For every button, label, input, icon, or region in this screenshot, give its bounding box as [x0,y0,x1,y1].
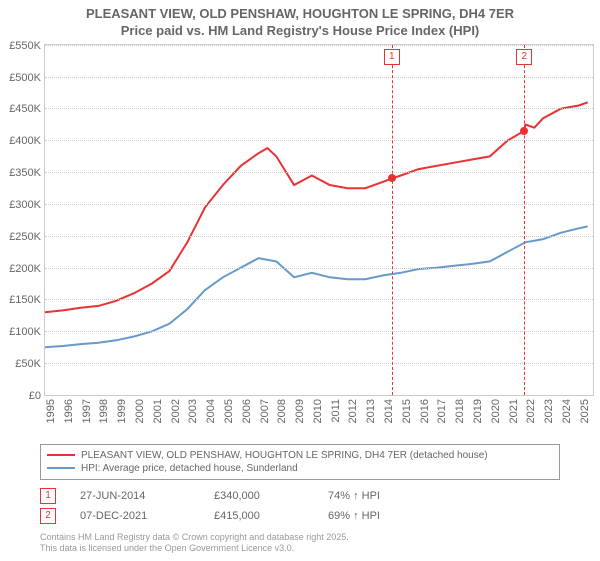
gridline: £500K [45,77,593,78]
x-axis-label: 2012 [347,399,359,423]
x-axis-label: 2007 [259,399,271,423]
footer-line1: Contains HM Land Registry data © Crown c… [40,532,560,544]
y-axis-label: £550K [9,40,41,52]
x-axis-label: 2023 [543,399,555,423]
legend-item: HPI: Average price, detached house, Sund… [47,462,553,475]
sale-marker-icon: 2 [516,49,532,65]
x-axis-label: 2025 [579,399,591,423]
legend-label: HPI: Average price, detached house, Sund… [81,463,298,474]
x-axis-label: 2021 [508,399,520,423]
y-axis-label: £50K [15,358,41,370]
sale-pct: 69% ↑ HPI [328,510,380,522]
legend-swatch [47,454,75,456]
x-axis-label: 1996 [63,399,75,423]
series-canvas [45,45,593,395]
x-axis-label: 2011 [330,399,342,423]
x-axis-label: 2019 [472,399,484,423]
gridline: £150K [45,299,593,300]
gridline: £250K [45,236,593,237]
y-axis-label: £400K [9,135,41,147]
sale-marker-line [392,45,393,395]
legend-label: PLEASANT VIEW, OLD PENSHAW, HOUGHTON LE … [81,450,488,461]
sale-marker-icon: 1 [40,488,56,504]
footer-line2: This data is licensed under the Open Gov… [40,543,560,555]
x-axis-label: 1998 [98,399,110,423]
y-axis-label: £0 [29,390,41,402]
x-axis-label: 1995 [45,399,57,423]
gridline: £550K [45,45,593,46]
sale-price: £340,000 [214,490,304,502]
chart-title: PLEASANT VIEW, OLD PENSHAW, HOUGHTON LE … [0,0,600,40]
x-axis-label: 2022 [525,399,537,423]
sale-marker-dot [388,174,396,182]
x-axis-label: 2016 [419,399,431,423]
gridline: £0 [45,395,593,396]
y-axis-label: £150K [9,294,41,306]
sale-price: £415,000 [214,510,304,522]
x-axis-label: 2001 [152,399,164,423]
x-axis-label: 1997 [81,399,93,423]
y-axis-label: £350K [9,167,41,179]
title-line1: PLEASANT VIEW, OLD PENSHAW, HOUGHTON LE … [4,6,596,23]
series-line [45,102,588,312]
x-axis-label: 2014 [383,399,395,423]
gridline: £450K [45,108,593,109]
x-axis-label: 2000 [134,399,146,423]
sale-date: 27-JUN-2014 [80,490,190,502]
x-axis-label: 2020 [490,399,502,423]
sale-marker-icon: 2 [40,508,56,524]
x-axis-label: 2009 [294,399,306,423]
sale-marker-line [524,45,525,395]
sales-table: 1 27-JUN-2014 £340,000 74% ↑ HPI 2 07-DE… [40,486,560,526]
title-line2: Price paid vs. HM Land Registry's House … [4,23,596,40]
y-axis-label: £500K [9,72,41,84]
x-axis-label: 2010 [312,399,324,423]
x-axis-label: 2002 [170,399,182,423]
sale-row: 2 07-DEC-2021 £415,000 69% ↑ HPI [40,506,560,526]
gridline: £400K [45,140,593,141]
y-axis-label: £200K [9,263,41,275]
sale-date: 07-DEC-2021 [80,510,190,522]
x-axis-label: 2015 [401,399,413,423]
gridline: £200K [45,268,593,269]
footer: Contains HM Land Registry data © Crown c… [40,532,560,555]
plot-region: £0 £50K £100K £150K £200K £250K £300K £350K £400… [44,44,594,396]
x-axis-label: 1999 [116,399,128,423]
y-axis-label: £300K [9,199,41,211]
sale-marker-icon: 1 [384,49,400,65]
gridline: £350K [45,172,593,173]
x-axis-label: 2013 [365,399,377,423]
x-axis-label: 2008 [276,399,288,423]
x-axis-label: 2024 [561,399,573,423]
series-line [45,226,588,347]
legend-swatch [47,467,75,469]
x-axis-label: 2017 [436,399,448,423]
gridline: £100K [45,331,593,332]
y-axis-label: £450K [9,103,41,115]
sale-marker-dot [520,127,528,135]
x-axis-label: 2004 [205,399,217,423]
x-axis-label: 2006 [241,399,253,423]
gridline: £300K [45,204,593,205]
sale-row: 1 27-JUN-2014 £340,000 74% ↑ HPI [40,486,560,506]
y-axis-label: £100K [9,326,41,338]
legend-item: PLEASANT VIEW, OLD PENSHAW, HOUGHTON LE … [47,449,553,462]
x-axis-label: 2018 [454,399,466,423]
gridline: £50K [45,363,593,364]
chart-area: £0 £50K £100K £150K £200K £250K £300K £350K £400… [0,40,600,440]
y-axis-label: £250K [9,231,41,243]
sale-pct: 74% ↑ HPI [328,490,380,502]
x-axis-label: 2005 [223,399,235,423]
x-axis-label: 2003 [187,399,199,423]
legend: PLEASANT VIEW, OLD PENSHAW, HOUGHTON LE … [40,444,560,480]
